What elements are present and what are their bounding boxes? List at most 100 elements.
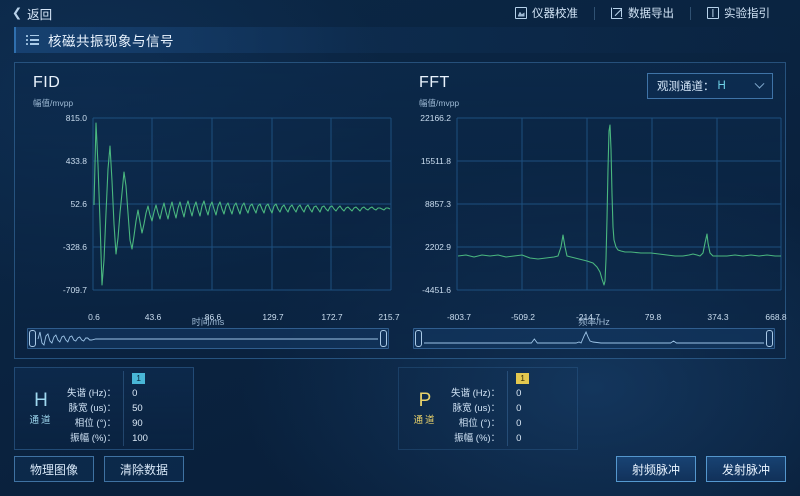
- fft-chart-container: FFT 幅值/mvpp 观测通道： H 22166.2 15511.8 8857…: [401, 63, 787, 358]
- param-value-detune[interactable]: 0: [507, 386, 566, 401]
- top-bar: ❮ 返回 仪器校准 数据导出 实验指引: [0, 0, 800, 26]
- table-row: 失谐 (Hz)： 0: [451, 386, 566, 401]
- svg-text:172.7: 172.7: [321, 312, 343, 322]
- divider: [690, 6, 691, 20]
- table-row: 脉宽 (us)： 50: [67, 401, 182, 416]
- param-label-amplitude: 振幅 (%)：: [454, 433, 501, 444]
- guide-button[interactable]: 实验指引: [691, 5, 786, 21]
- svg-text:129.7: 129.7: [262, 312, 284, 322]
- fft-ytick-4: -4451.6: [422, 285, 451, 295]
- fft-gridlines: [456, 117, 782, 291]
- channel-p-sublabel: 通道: [413, 415, 437, 426]
- param-value-phase[interactable]: 90: [123, 416, 182, 431]
- export-icon: [611, 7, 623, 19]
- observe-channel-select[interactable]: 观测通道： H: [647, 73, 773, 99]
- fft-slider-preview: [422, 330, 766, 347]
- param-value-pulsewidth[interactable]: 0: [507, 401, 566, 416]
- back-button[interactable]: ❮ 返回: [12, 4, 52, 23]
- page-title: 核磁共振现象与信号: [48, 34, 174, 49]
- observe-channel-value: H: [717, 80, 726, 92]
- fid-xtick-labels: 0.6 43.6 86.6 129.7 172.7 215.7: [88, 312, 400, 322]
- fid-ytick-3: -328.6: [63, 242, 87, 252]
- fid-x-axis-label: 时间/ms: [191, 317, 225, 327]
- fft-series-line: [457, 124, 781, 286]
- observe-channel-label: 观测通道：: [657, 81, 715, 93]
- fid-y-axis-label: 幅值/mvpp: [33, 98, 74, 108]
- param-value-phase[interactable]: 0: [507, 416, 566, 431]
- param-label-detune: 失谐 (Hz)：: [451, 388, 501, 399]
- fid-ytick-0: 815.0: [66, 113, 88, 123]
- footer-right-buttons: 射频脉冲 发射脉冲: [615, 456, 786, 482]
- fft-plot[interactable]: 22166.2 15511.8 8857.3 2202.9 -4451.6: [401, 109, 787, 314]
- calibration-button[interactable]: 仪器校准: [499, 5, 594, 21]
- channel-h-symbol: H: [34, 390, 48, 411]
- fft-x-axis-label: 频率/Hz: [578, 317, 610, 327]
- table-row: 相位 (°)： 90: [67, 416, 182, 431]
- fid-chart-container: FID 幅值/mvpp 815.0 433.8 52.6 -328.6 -709…: [15, 63, 401, 358]
- fid-ytick-4: -709.7: [63, 285, 87, 295]
- param-label-pulsewidth: 脉宽 (us)：: [68, 403, 117, 414]
- fid-ytick-1: 433.8: [66, 156, 88, 166]
- fid-ytick-2: 52.6: [70, 199, 87, 209]
- svg-text:43.6: 43.6: [145, 312, 162, 322]
- physical-image-button[interactable]: 物理图像: [14, 456, 95, 482]
- fft-range-slider[interactable]: [413, 328, 775, 349]
- param-value-pulsewidth[interactable]: 50: [123, 401, 182, 416]
- fid-slider-handle-left[interactable]: [29, 330, 36, 347]
- top-bar-actions: 仪器校准 数据导出 实验指引: [499, 0, 786, 26]
- param-label-detune: 失谐 (Hz)：: [67, 388, 117, 399]
- param-value-amplitude[interactable]: 0: [507, 431, 566, 446]
- param-value-amplitude[interactable]: 100: [123, 431, 182, 446]
- channel-h-name: H 通道: [15, 390, 67, 427]
- fft-slider-handle-right[interactable]: [766, 330, 773, 347]
- channel-h-column-badge[interactable]: 1: [132, 373, 146, 384]
- guide-icon: [707, 7, 719, 19]
- fid-plot[interactable]: 815.0 433.8 52.6 -328.6 -709.7: [15, 109, 401, 314]
- guide-label: 实验指引: [724, 8, 770, 20]
- svg-text:79.8: 79.8: [645, 312, 662, 322]
- export-button[interactable]: 数据导出: [595, 5, 690, 21]
- channel-h-panel: H 通道 1 失谐 (Hz)： 0 脉宽 (us)： 50 相位 (°)： 90…: [14, 367, 194, 450]
- channel-p-symbol: P: [418, 390, 432, 411]
- table-row: 脉宽 (us)： 0: [451, 401, 566, 416]
- table-header-row: 1: [67, 371, 182, 386]
- fft-y-axis-label: 幅值/mvpp: [419, 98, 460, 108]
- fid-chart-title: FID: [33, 74, 61, 91]
- channel-p-params: 1 失谐 (Hz)： 0 脉宽 (us)： 0 相位 (°)： 0 振幅 (%)…: [451, 371, 566, 446]
- svg-text:86.6: 86.6: [205, 312, 222, 322]
- fft-ytick-2: 8857.3: [425, 199, 451, 209]
- back-label: 返回: [27, 7, 53, 22]
- fid-slider-handle-right[interactable]: [380, 330, 387, 347]
- back-chevron-icon: ❮: [12, 5, 23, 20]
- channel-p-column-badge[interactable]: 1: [516, 373, 530, 384]
- table-row: 失谐 (Hz)： 0: [67, 386, 182, 401]
- table-header-row: 1: [451, 371, 566, 386]
- fft-ytick-3: 2202.9: [425, 242, 451, 252]
- fid-gridlines: [92, 117, 392, 291]
- param-label-phase: 相位 (°)：: [458, 418, 501, 429]
- fid-range-slider[interactable]: [27, 328, 389, 349]
- svg-text:215.7: 215.7: [378, 312, 400, 322]
- svg-text:-509.2: -509.2: [511, 312, 535, 322]
- fft-slider-handle-left[interactable]: [415, 330, 422, 347]
- clear-data-button[interactable]: 清除数据: [104, 456, 185, 482]
- page-title-bar: 核磁共振现象与信号: [14, 27, 790, 53]
- charts-panel: FID 幅值/mvpp 815.0 433.8 52.6 -328.6 -709…: [14, 62, 787, 359]
- emit-pulse-button[interactable]: 发射脉冲: [705, 456, 786, 482]
- rf-pulse-button[interactable]: 射频脉冲: [615, 456, 696, 482]
- svg-text:374.3: 374.3: [707, 312, 729, 322]
- param-label-pulsewidth: 脉宽 (us)：: [452, 403, 501, 414]
- channel-p-name: P 通道: [399, 390, 451, 427]
- table-row: 振幅 (%)： 100: [67, 431, 182, 446]
- export-label: 数据导出: [628, 8, 674, 20]
- param-label-phase: 相位 (°)：: [74, 418, 117, 429]
- param-label-amplitude: 振幅 (%)：: [70, 433, 117, 444]
- list-icon: [26, 34, 39, 45]
- table-row: 相位 (°)： 0: [451, 416, 566, 431]
- fid-slider-preview: [36, 330, 380, 347]
- svg-text:0.6: 0.6: [88, 312, 100, 322]
- fft-ytick-0: 22166.2: [420, 113, 451, 123]
- footer-left-buttons: 物理图像 清除数据: [14, 456, 185, 482]
- svg-text:-803.7: -803.7: [447, 312, 471, 322]
- param-value-detune[interactable]: 0: [123, 386, 182, 401]
